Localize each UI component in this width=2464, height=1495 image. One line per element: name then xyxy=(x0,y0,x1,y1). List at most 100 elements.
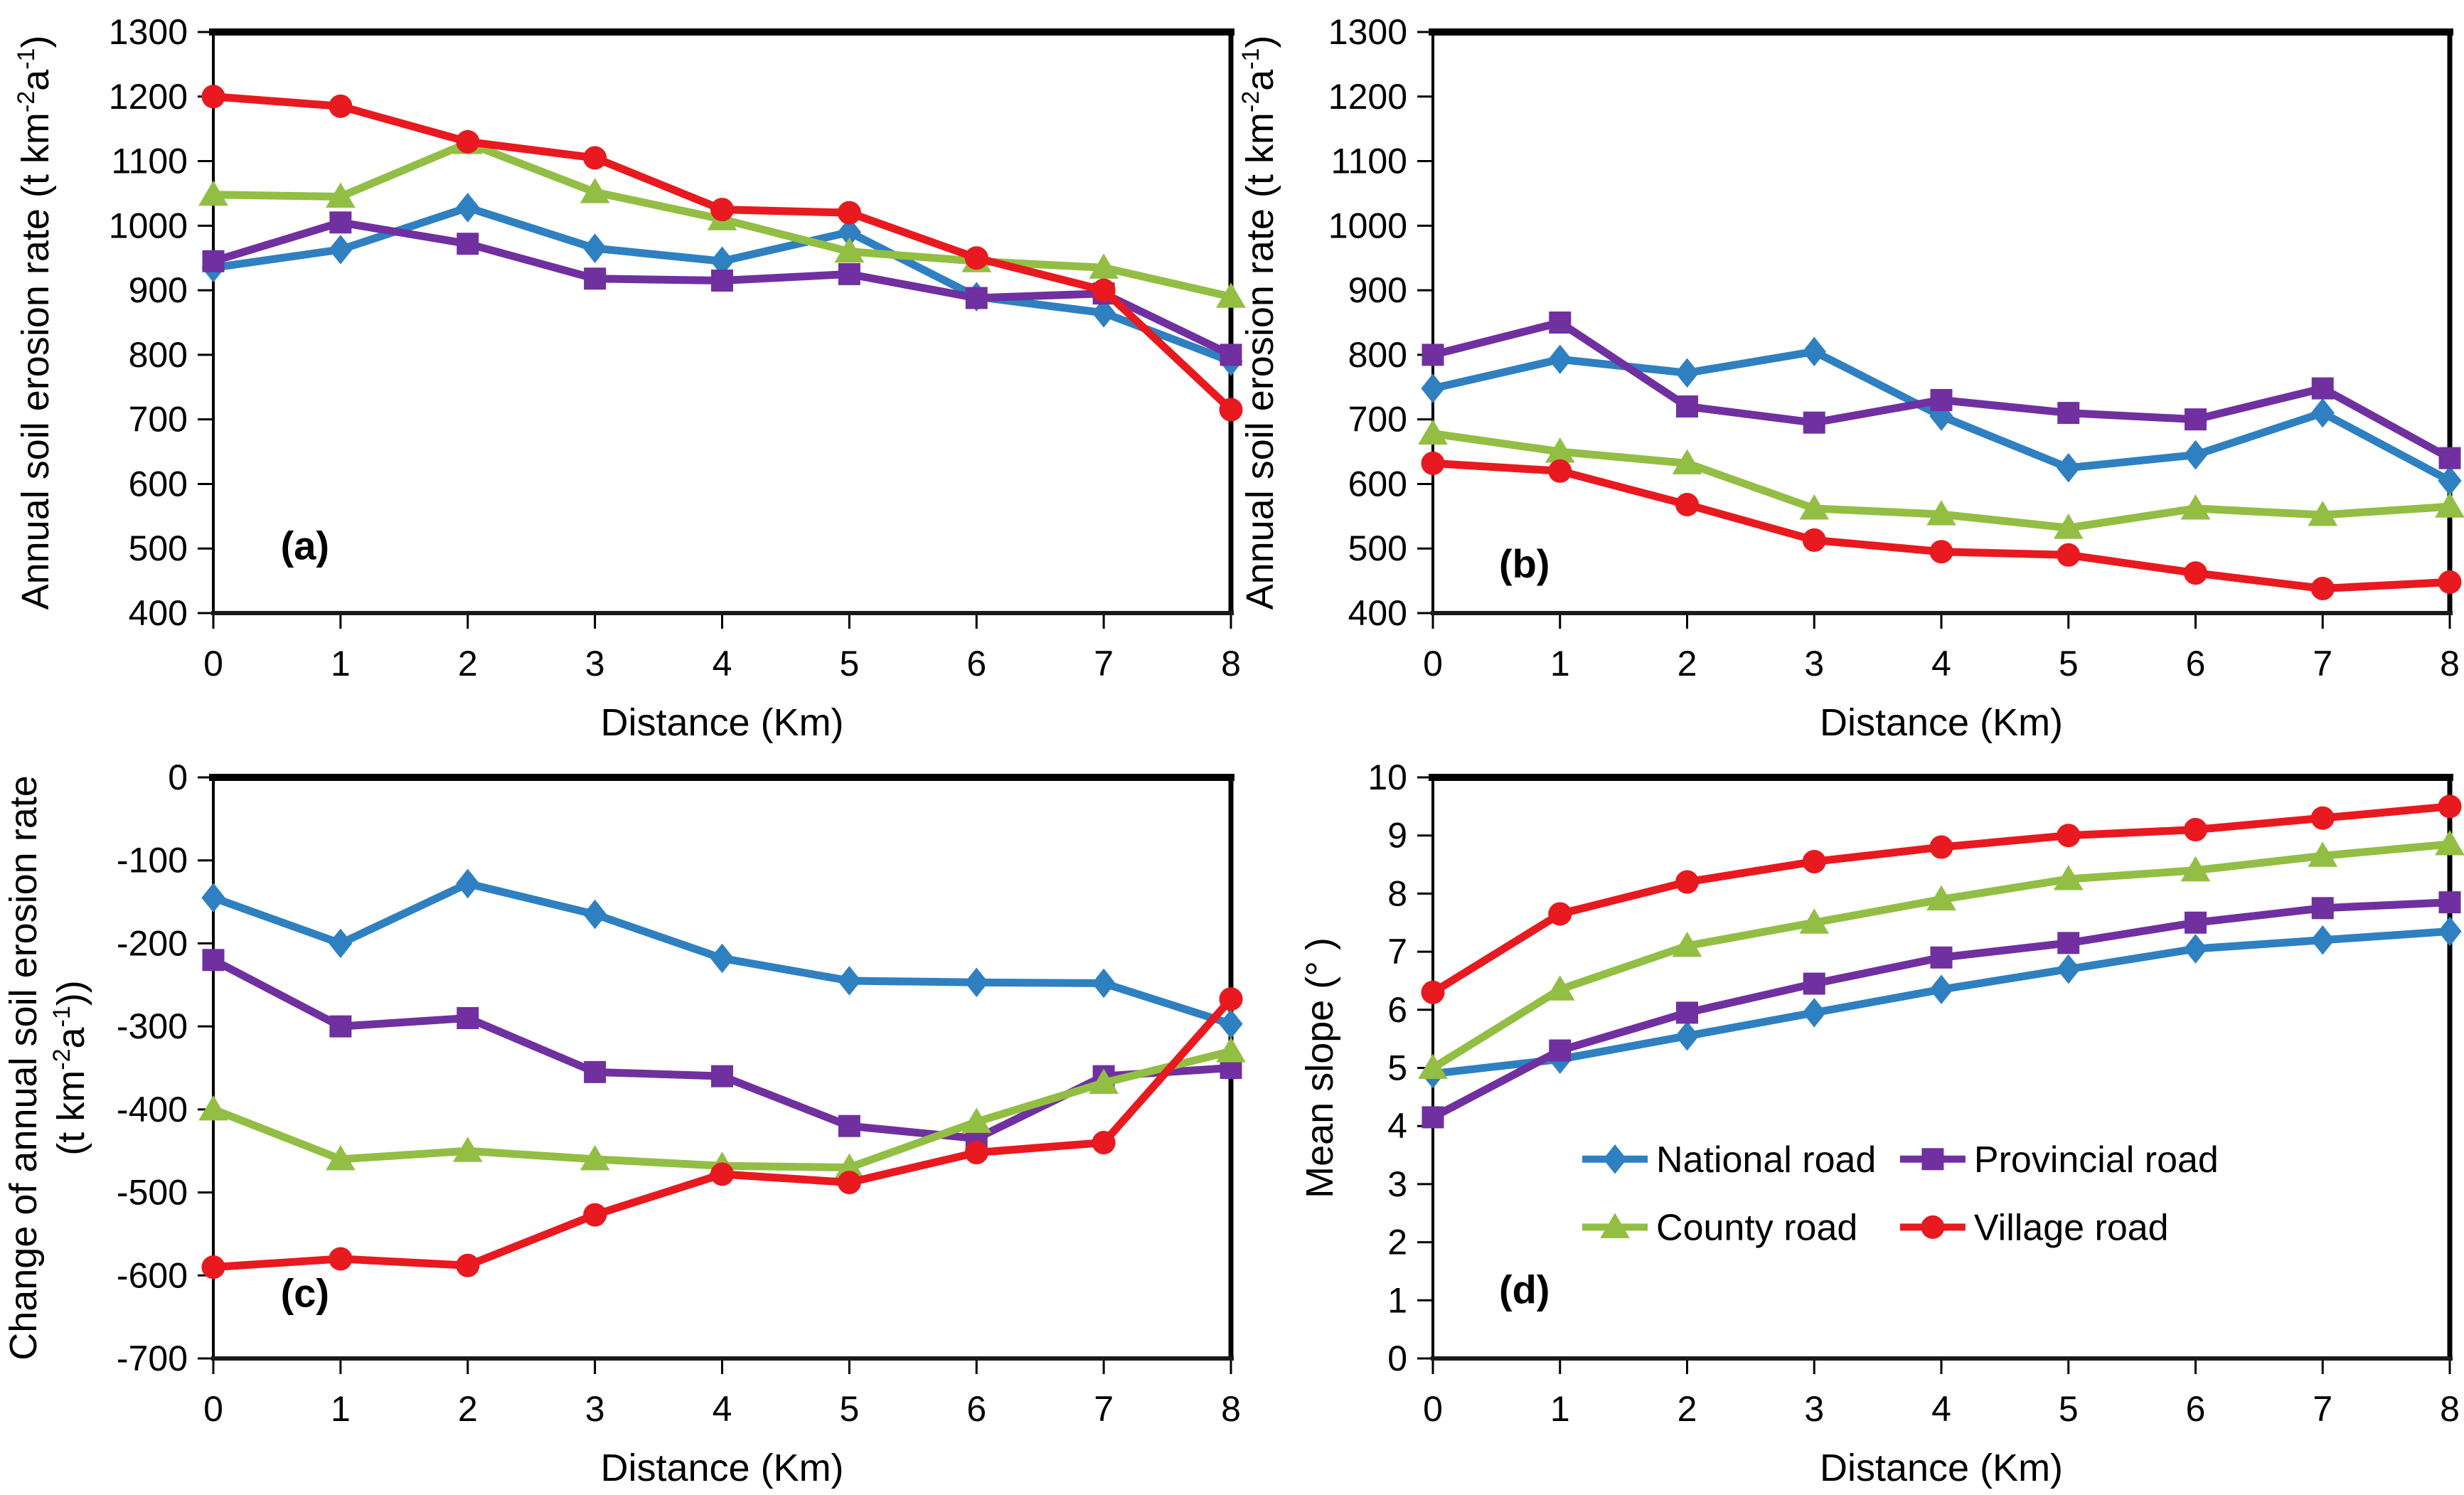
series-line xyxy=(209,995,1235,1272)
circle-marker xyxy=(1675,870,1699,894)
series-county-road xyxy=(1418,829,2464,1079)
circle-marker xyxy=(2057,824,2081,848)
diamond-marker xyxy=(2183,934,2208,964)
y-tick-label: 500 xyxy=(1348,528,1407,568)
x-tick-label: 0 xyxy=(1423,644,1443,683)
circle-marker xyxy=(1092,1131,1116,1155)
triangle-marker xyxy=(198,1095,228,1121)
triangle-marker xyxy=(1089,1068,1119,1095)
y-axis-d: 0 1 2 3 4 5 6 7 8 9 10 xyxy=(1367,757,1433,1378)
x-tick-label: 3 xyxy=(1804,1389,1824,1429)
diamond-marker xyxy=(329,928,353,959)
circle-marker xyxy=(964,246,988,270)
square-marker xyxy=(329,211,352,234)
diamond-marker xyxy=(1421,373,1445,403)
triangle-marker xyxy=(961,1107,992,1133)
y-tick-label: 1 xyxy=(1387,1280,1407,1320)
series-line xyxy=(1429,898,2454,1122)
circle-marker xyxy=(964,1141,988,1165)
plot-border-d xyxy=(1429,774,2453,1361)
y-tick-label: 8 xyxy=(1387,873,1407,913)
series-village-road xyxy=(1421,451,2462,601)
square-marker xyxy=(2438,891,2461,914)
square-marker xyxy=(2185,408,2207,431)
circle-marker xyxy=(1548,459,1572,483)
triangle-marker xyxy=(2435,829,2464,856)
y-axis-title-b: Annual soil erosion rate (t km-2a-1) xyxy=(1237,36,1281,610)
square-marker xyxy=(2057,402,2080,425)
legend-entry-provincial-road: Provincial road xyxy=(1899,1139,2219,1181)
y-tick-label: 5 xyxy=(1387,1048,1407,1088)
x-tick-label: 2 xyxy=(458,1389,478,1429)
y-tick-label: 700 xyxy=(129,400,188,440)
diamond-marker xyxy=(2057,452,2081,483)
triangle-marker xyxy=(834,237,865,263)
diamond-marker xyxy=(1675,1021,1700,1051)
panel-label-b: (b) xyxy=(1499,541,1550,586)
diamond-marker xyxy=(1092,298,1116,328)
x-axis-title-b: Distance (Km) xyxy=(1820,701,2063,744)
plot-border-a xyxy=(209,28,1234,615)
diamond-marker xyxy=(2310,925,2335,955)
y-tick-label: -400 xyxy=(117,1090,188,1129)
triangle-marker xyxy=(2053,864,2084,890)
square-marker xyxy=(1803,411,1825,434)
y-tick-label: 900 xyxy=(129,270,188,310)
series-national-road xyxy=(1421,916,2462,1089)
series-provincial-road xyxy=(1422,891,2461,1129)
y-tick-label: 800 xyxy=(1348,335,1407,375)
diamond-marker xyxy=(456,868,480,899)
circle-marker xyxy=(1675,492,1699,516)
triangle-marker xyxy=(1545,975,1575,1001)
diamond-marker xyxy=(1603,1144,1627,1174)
x-tick-label: 7 xyxy=(2313,644,2332,683)
y-tick-label: 700 xyxy=(1348,400,1407,440)
circle-marker xyxy=(1929,540,1953,564)
diamond-marker xyxy=(329,235,353,265)
series-line xyxy=(1429,459,2454,593)
triangle-marker xyxy=(1799,908,1830,934)
x-tick-label: 2 xyxy=(458,644,478,683)
x-tick-label: 4 xyxy=(713,644,732,683)
y-tick-label: 6 xyxy=(1387,990,1407,1030)
y-tick-label: -600 xyxy=(117,1255,188,1295)
circle-marker xyxy=(583,1203,607,1227)
triangle-marker xyxy=(1089,253,1119,279)
x-tick-label: 4 xyxy=(1931,1389,1951,1429)
x-tick-label: 4 xyxy=(1931,644,1951,683)
circle-marker xyxy=(2438,794,2462,819)
square-marker xyxy=(838,262,860,285)
square-marker xyxy=(1921,1148,1944,1171)
square-marker xyxy=(711,1065,733,1087)
triangle-marker xyxy=(580,178,610,203)
circle-marker xyxy=(2184,818,2207,842)
square-marker xyxy=(457,233,479,255)
y-tick-label: -500 xyxy=(117,1173,188,1213)
series-village-road xyxy=(201,987,1243,1279)
x-axis-d: 0 1 2 3 4 5 6 7 8 xyxy=(1423,1358,2460,1429)
square-marker xyxy=(1422,344,1444,366)
square-marker xyxy=(1549,1039,1572,1062)
triangle-marker xyxy=(2308,841,2338,867)
panel-d: 0 1 2 3 4 5 6 7 8 9 10 0 1 2 3 4 5 6 7 8 (d) Distance (Km) Mea… xyxy=(1298,757,2464,1489)
y-tick-label: 0 xyxy=(168,757,188,797)
circle-marker xyxy=(837,201,861,225)
diamond-marker xyxy=(2183,440,2208,470)
y-tick-label: -200 xyxy=(117,923,188,963)
diamond-marker xyxy=(1548,344,1572,375)
x-tick-label: 0 xyxy=(203,1389,223,1429)
triangle-marker xyxy=(1216,282,1246,308)
diamond-marker xyxy=(710,943,735,974)
triangle-marker xyxy=(1926,885,1956,911)
y-tick-label: 1300 xyxy=(109,12,188,52)
x-axis-a: 0 1 2 3 4 5 6 7 8 xyxy=(203,613,1241,683)
triangle-marker xyxy=(1216,1037,1246,1063)
circle-marker xyxy=(2438,570,2462,594)
circle-marker xyxy=(1092,278,1116,302)
circle-marker xyxy=(201,1255,225,1279)
triangle-marker xyxy=(2308,501,2338,526)
x-tick-label: 2 xyxy=(1678,1389,1697,1429)
circle-marker xyxy=(329,94,353,118)
diamond-marker xyxy=(2438,466,2462,496)
